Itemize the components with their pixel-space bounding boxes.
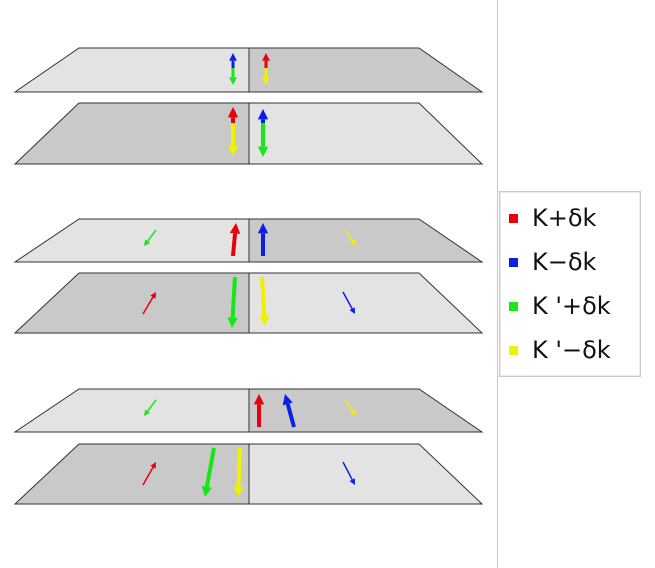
plate-half-left: [15, 219, 249, 262]
plate-outline: [13, 443, 484, 505]
arrow-head: [257, 109, 269, 120]
arrow-red: [142, 292, 156, 315]
arrow-shaft: [344, 229, 354, 242]
legend-item-kprime-plus: K '+δk: [509, 286, 611, 326]
arrow-head: [150, 462, 156, 469]
arrow-green: [144, 399, 157, 416]
arrow-shaft: [142, 466, 154, 486]
arrow-head: [227, 317, 238, 328]
arrow-red: [229, 223, 241, 257]
arrow-blue: [282, 394, 296, 428]
plate-half-left: [15, 273, 249, 333]
plate-outline: [13, 102, 484, 165]
legend-swatch-yellow: [509, 345, 518, 355]
plate-half-right: [249, 219, 482, 262]
plate-half-right: [249, 273, 482, 333]
legend-label: K '−δk: [532, 336, 611, 364]
arrow-shaft: [204, 447, 216, 488]
plate-outline: [13, 218, 484, 263]
arrow-shaft: [344, 399, 354, 412]
plate-1-top: [13, 47, 484, 93]
arrow-head: [229, 223, 241, 234]
diagram-figure: [13, 47, 484, 505]
arrow-shaft: [147, 229, 157, 242]
arrow-yellow: [233, 447, 244, 497]
arrow-shaft: [231, 233, 238, 257]
arrow-shaft: [342, 291, 353, 310]
arrow-head: [229, 53, 237, 61]
plate-half-left: [15, 444, 249, 504]
legend-label: K−δk: [532, 248, 597, 276]
legend-item-k-minus: K−δk: [509, 242, 596, 282]
arrow-head: [233, 486, 244, 497]
arrow-green: [144, 229, 157, 246]
legend-label: K '+δk: [532, 292, 611, 320]
arrow-yellow: [227, 123, 239, 156]
plate-1-bottom: [13, 102, 484, 165]
arrow-yellow: [344, 229, 356, 246]
plate-half-right: [249, 103, 482, 164]
arrow-yellow: [344, 399, 356, 416]
plate-half-left: [15, 48, 249, 92]
arrow-head: [227, 107, 239, 118]
arrow-green: [227, 276, 238, 328]
legend: K+δk K−δk K '+δk K '−δk: [499, 191, 641, 377]
arrow-red: [142, 462, 156, 486]
legend-label: K+δk: [532, 204, 597, 232]
panel-divider: [497, 0, 498, 568]
arrow-head: [262, 53, 270, 61]
arrow-shaft: [142, 296, 154, 315]
arrow-head: [349, 307, 355, 314]
arrow-head: [349, 478, 355, 485]
plate-half-left: [15, 103, 249, 164]
arrow-shaft: [285, 403, 296, 428]
arrow-head: [350, 239, 356, 246]
arrow-head: [350, 409, 356, 416]
arrow-shaft: [230, 276, 237, 318]
arrow-red: [253, 394, 265, 427]
arrow-head: [229, 77, 237, 85]
arrow-blue: [342, 461, 355, 485]
arrow-head: [282, 394, 293, 406]
arrow-head: [144, 239, 150, 246]
arrow-head: [257, 223, 269, 234]
plate-3-top: [13, 388, 484, 433]
arrow-head: [257, 146, 269, 157]
arrow-green: [257, 123, 269, 157]
plate-2-bottom: [13, 272, 484, 334]
legend-item-kprime-minus: K '−δk: [509, 330, 611, 370]
arrow-head: [144, 409, 150, 416]
plate-half-right: [249, 48, 482, 92]
arrow-head: [150, 292, 156, 299]
legend-item-k-plus: K+δk: [509, 198, 596, 238]
plate-half-right: [249, 444, 482, 504]
arrow-shaft: [236, 447, 242, 487]
plate-3-bottom: [13, 443, 484, 505]
arrow-yellow: [262, 68, 270, 85]
arrow-green: [229, 68, 237, 85]
arrow-head: [227, 145, 239, 156]
plate-2-top: [13, 218, 484, 263]
plate-half-left: [15, 389, 249, 432]
arrow-yellow: [259, 276, 270, 326]
arrow-shaft: [260, 276, 267, 316]
arrow-green: [201, 447, 216, 497]
legend-swatch-red: [509, 213, 518, 223]
arrow-shaft: [342, 461, 353, 481]
plate-outline: [13, 47, 484, 93]
arrow-shaft: [147, 399, 157, 412]
plate-outline: [13, 388, 484, 433]
arrow-head: [259, 315, 270, 326]
arrow-blue: [257, 223, 269, 256]
arrow-head: [253, 394, 265, 405]
legend-swatch-green: [509, 301, 518, 311]
arrow-head: [262, 77, 270, 85]
legend-swatch-blue: [509, 257, 518, 267]
plate-outline: [13, 272, 484, 334]
plate-half-right: [249, 389, 482, 432]
arrow-head: [201, 485, 212, 497]
arrow-blue: [342, 291, 355, 314]
